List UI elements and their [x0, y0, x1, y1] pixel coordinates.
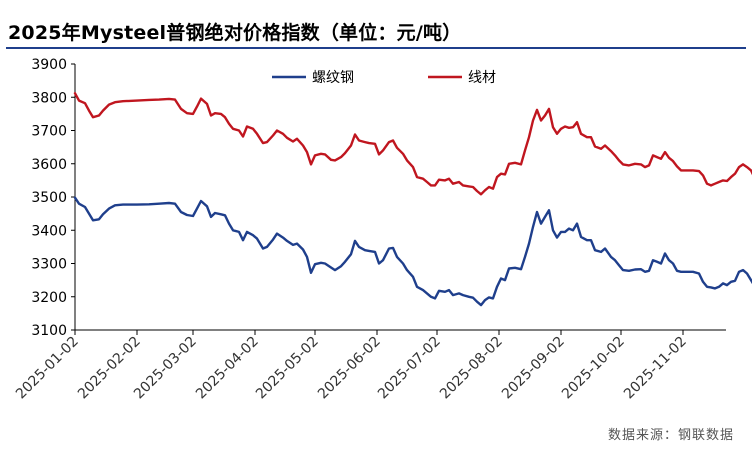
x-tick-label: 2025-07-02: [375, 334, 444, 403]
y-tick-label: 3600: [31, 157, 67, 173]
y-tick-label: 3700: [31, 124, 67, 140]
y-tick-label: 3500: [31, 190, 67, 206]
data-source: 数据来源：钢联数据: [607, 428, 734, 443]
x-tick-label: 2025-01-02: [13, 334, 82, 403]
title-divider: [6, 47, 746, 49]
x-tick-label: 2025-11-02: [621, 334, 690, 403]
x-tick-label: 2025-05-02: [253, 334, 322, 403]
series-line-wire-rod: [73, 92, 752, 196]
x-tick-label: 2025-04-02: [193, 334, 262, 403]
y-tick-label: 3400: [31, 223, 67, 239]
y-tick-label: 3900: [31, 57, 67, 73]
y-tick-label: 3100: [31, 323, 67, 339]
y-tick-label: 3800: [31, 90, 67, 106]
y-tick-label: 3200: [31, 290, 67, 306]
chart-legend: 螺纹钢 线材: [272, 70, 496, 86]
y-tick-label: 3300: [31, 257, 67, 273]
chart-title: 2025年Mysteel普钢绝对价格指数（单位：元/吨）: [8, 22, 462, 44]
x-tick-label: 2025-10-02: [559, 334, 628, 403]
series-line-rebar: [73, 196, 752, 307]
x-tick-label: 2025-09-02: [499, 334, 568, 403]
chart-axes: 3100 3200 3300 3400 3500 3600 3700 3800 3900 2025…: [13, 57, 726, 402]
x-tick-label: 2025-06-02: [315, 334, 384, 403]
legend-label: 线材: [468, 70, 496, 86]
legend-label: 螺纹钢: [312, 70, 354, 86]
x-tick-label: 2025-08-02: [437, 334, 506, 403]
chart-series: [73, 92, 752, 307]
